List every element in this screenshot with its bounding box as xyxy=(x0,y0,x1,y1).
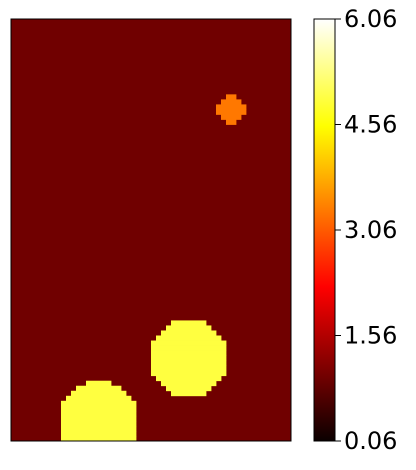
heatmap-cell-run xyxy=(61,430,137,437)
heatmap-cell-run xyxy=(151,350,227,356)
heatmap-cell-run xyxy=(216,104,247,110)
heatmap-plot-area xyxy=(10,18,292,442)
heatmap-cell-run xyxy=(156,335,222,341)
heatmap-cell-run xyxy=(61,415,137,422)
heatmap-region-2 xyxy=(151,320,227,397)
colorbar: 0.06 1.56 3.06 4.56 6.06 xyxy=(313,5,397,455)
heatmap-regions xyxy=(61,94,247,441)
heatmap-cell-run xyxy=(161,380,217,387)
colorbar-tick-label: 6.06 xyxy=(344,5,397,33)
heatmap-region-3 xyxy=(61,380,137,441)
colorbar-tick-label: 1.56 xyxy=(344,322,397,350)
heatmap-cell-run xyxy=(151,370,227,377)
heatmap-cell-run xyxy=(221,99,242,105)
heatmap-cell-run xyxy=(151,365,227,372)
colorbar-tick-label: 3.06 xyxy=(344,216,397,244)
heatmap-cell-run xyxy=(61,410,137,417)
heatmap-cell-run xyxy=(61,400,137,407)
heatmap-cell-run xyxy=(166,385,212,392)
colorbar-gradient xyxy=(314,19,335,441)
heatmap-cell-run xyxy=(226,119,237,125)
heatmap-cell-run xyxy=(151,345,227,351)
heatmap-cell-run xyxy=(61,420,137,427)
heatmap-cell-run xyxy=(61,405,137,412)
heatmap-region-1 xyxy=(216,94,247,125)
heatmap-cell-run xyxy=(156,375,222,382)
heatmap-cell-run xyxy=(226,94,237,100)
heatmap-cell-run xyxy=(66,395,132,402)
heatmap-cell-run xyxy=(166,325,212,331)
heatmap-cell-run xyxy=(161,330,217,336)
heatmap-cell-run xyxy=(216,109,247,115)
heatmap-cell-run xyxy=(171,320,207,326)
heatmap-cell-run xyxy=(171,390,207,397)
colorbar-tick-label: 0.06 xyxy=(344,427,397,455)
plot-frame xyxy=(10,18,292,442)
heatmap-cell-run xyxy=(221,114,242,120)
colorbar-ticks: 0.06 1.56 3.06 4.56 6.06 xyxy=(335,5,397,455)
heatmap-cell-run xyxy=(151,340,227,346)
heatmap-cell-run xyxy=(76,385,122,392)
heatmap-cell-run xyxy=(86,380,112,387)
heatmap-cell-run xyxy=(151,360,227,367)
heatmap-background xyxy=(11,19,291,441)
heatmap-cell-run xyxy=(71,390,127,397)
heatmap-cell-run xyxy=(61,435,137,441)
colorbar-tick-label: 4.56 xyxy=(344,111,397,139)
heatmap-cell-run xyxy=(151,355,227,362)
heatmap-cell-run xyxy=(61,425,137,432)
